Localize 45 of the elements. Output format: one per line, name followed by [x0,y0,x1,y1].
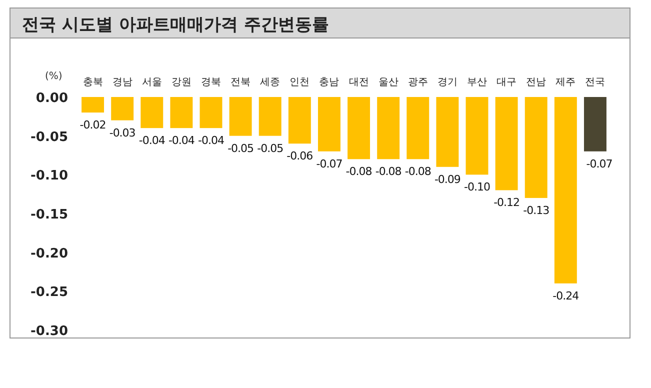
x-tick-label: 전북 [230,77,251,88]
x-tick-label: 서울 [142,77,162,88]
data-label: -0.24 [552,289,580,302]
data-label: -0.13 [523,204,550,217]
data-label: -0.12 [494,196,520,210]
x-tick-label: 전남 [526,77,546,88]
x-tick-label: 인천 [290,77,310,88]
data-label: -0.04 [138,134,166,148]
x-tick-label: 전국 [585,77,606,88]
chart-title: 전국 시도별 아파트매매가격 주간변동률 [22,15,329,35]
x-tick-label: 경북 [201,77,221,88]
x-tick-label: 세종 [260,77,280,88]
x-tick-label: 경기 [437,77,458,88]
data-label: -0.05 [228,142,254,155]
y-tick-label: -0.10 [30,168,68,184]
data-label: -0.07 [316,157,343,170]
x-tick-label: 경남 [112,77,132,88]
data-label: -0.08 [375,165,402,178]
data-label: -0.07 [586,157,613,170]
y-tick-label: -0.15 [30,208,68,222]
x-tick-label: 부산 [467,77,487,88]
data-label: -0.05 [257,142,284,155]
data-label: -0.04 [198,134,224,148]
data-label: -0.09 [434,172,461,186]
y-tick-label: -0.25 [30,285,68,300]
y-tick-label: -0.20 [30,246,68,262]
x-tick-label: 충북 [82,77,103,88]
data-label: -0.04 [168,134,195,148]
data-label: -0.02 [80,118,106,132]
y-axis-title: (%) [45,71,62,82]
x-tick-label: 광주 [408,77,428,88]
y-tick-label: -0.05 [30,130,68,145]
x-tick-label: 제주 [556,77,576,88]
data-label: -0.06 [286,150,314,163]
x-tick-label: 대구 [496,77,517,88]
x-tick-label: 강원 [171,77,192,88]
data-label: -0.08 [404,165,432,178]
x-tick-label: 충남 [319,77,340,88]
x-tick-label: 대전 [348,77,369,88]
y-tick-label: -0.30 [30,324,68,339]
y-tick-label: 0.00 [36,91,68,106]
data-label: -0.08 [346,165,372,178]
data-label: -0.03 [109,126,136,140]
x-tick-label: 울산 [378,77,398,88]
data-label: -0.10 [464,180,490,194]
